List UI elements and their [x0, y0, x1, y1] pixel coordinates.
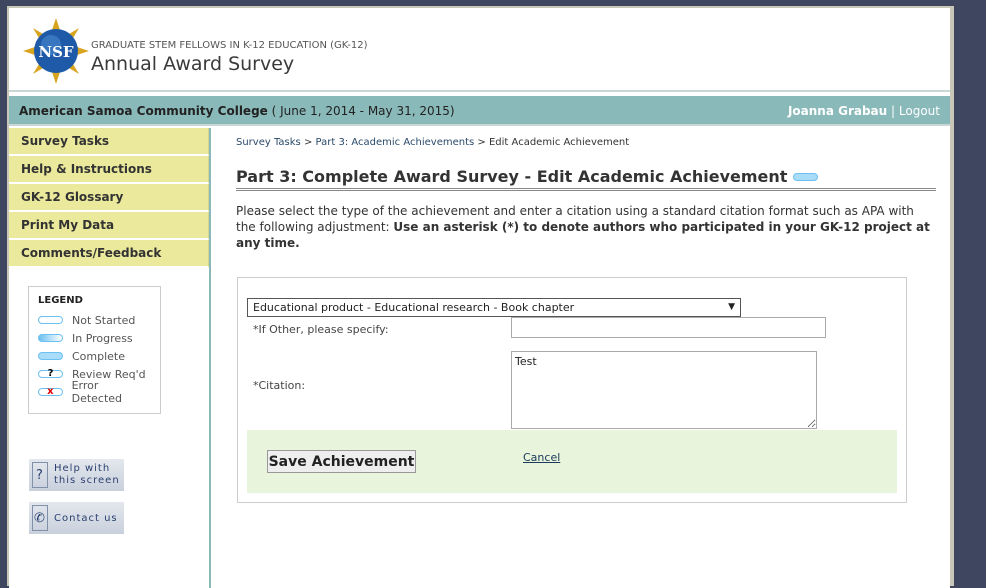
legend-label: Complete [72, 349, 126, 363]
separator: | [891, 104, 896, 118]
help-screen-button[interactable]: ? Help with this screen [29, 459, 124, 491]
legend-label: In Progress [72, 331, 133, 345]
phone-icon: ✆ [32, 505, 48, 531]
nav-survey-tasks[interactable]: Survey Tasks [9, 128, 209, 156]
legend-label: Error Detected [71, 379, 123, 405]
crumb-sep: > [303, 137, 313, 148]
other-label: *If Other, please specify: [253, 323, 389, 336]
program-subtitle: GRADUATE STEM FELLOWS IN K-12 EDUCATION … [91, 40, 368, 51]
page-title: Part 3: Complete Award Survey - Edit Aca… [236, 167, 936, 191]
citation-textarea[interactable]: Test [511, 351, 817, 429]
breadcrumb: Survey Tasks > Part 3: Academic Achievem… [236, 137, 936, 148]
page-title-text: Part 3: Complete Award Survey - Edit Aca… [236, 167, 788, 186]
contact-us-button[interactable]: ✆ Contact us [29, 502, 124, 534]
question-icon: ? [32, 462, 48, 488]
logout-link[interactable]: Logout [898, 104, 940, 118]
error-icon: x [38, 387, 63, 397]
achievement-form: Educational product - Educational resear… [237, 277, 907, 503]
instructions-bold: Use an asterisk (*) to denote authors wh… [236, 220, 930, 250]
instructions-text: Please select the type of the achievemen… [236, 204, 914, 234]
not-started-icon [38, 316, 63, 324]
achievement-type-select[interactable]: Educational product - Educational resear… [247, 298, 741, 317]
institution-name: American Samoa Community College [19, 104, 268, 118]
page-frame: NSF GRADUATE STEM FELLOWS IN K-12 EDUCAT… [7, 6, 954, 588]
nav-help-instructions[interactable]: Help & Instructions [9, 156, 209, 184]
nav-comments-feedback[interactable]: Comments/Feedback [9, 240, 209, 268]
nsf-logo: NSF [23, 18, 89, 84]
institution-bar: American Samoa Community College ( June … [9, 96, 950, 126]
legend-title: LEGEND [38, 295, 83, 306]
svg-text:NSF: NSF [38, 43, 74, 61]
help-line2: this screen [54, 475, 120, 486]
crumb-sep: > [477, 137, 486, 148]
legend: LEGEND Not Started In Progress Complete … [28, 286, 161, 414]
sidebar: Survey Tasks Help & Instructions GK-12 G… [9, 128, 211, 588]
crumb-survey-tasks[interactable]: Survey Tasks [236, 137, 301, 148]
user-name: Joanna Grabau [787, 104, 888, 118]
contact-label: Contact us [54, 512, 118, 524]
complete-icon [38, 352, 63, 360]
save-achievement-button[interactable]: Save Achievement [267, 450, 416, 473]
review-required-icon: ? [38, 369, 63, 379]
cancel-link[interactable]: Cancel [523, 451, 561, 464]
help-line1: Help with [54, 463, 111, 474]
header: NSF GRADUATE STEM FELLOWS IN K-12 EDUCAT… [9, 8, 950, 92]
instructions: Please select the type of the achievemen… [236, 203, 936, 251]
form-actions: Save Achievement Cancel [247, 430, 897, 493]
legend-label: Not Started [72, 313, 136, 327]
legend-label: Review Req'd [72, 367, 146, 381]
nav-print-data[interactable]: Print My Data [9, 212, 209, 240]
status-complete-icon [793, 172, 819, 181]
app-title: Annual Award Survey [91, 53, 295, 75]
crumb-part3[interactable]: Part 3: Academic Achievements [315, 137, 475, 148]
select-value: Educational product - Educational resear… [253, 301, 575, 314]
other-input[interactable] [511, 317, 826, 338]
citation-label: *Citation: [253, 379, 306, 392]
dropdown-arrow-icon: ▼ [728, 302, 735, 312]
crumb-current: Edit Academic Achievement [488, 137, 630, 148]
main-content: Survey Tasks > Part 3: Academic Achievem… [236, 128, 936, 503]
nav-glossary[interactable]: GK-12 Glossary [9, 184, 209, 212]
in-progress-icon [38, 334, 63, 342]
award-period: ( June 1, 2014 - May 31, 2015) [271, 104, 455, 118]
